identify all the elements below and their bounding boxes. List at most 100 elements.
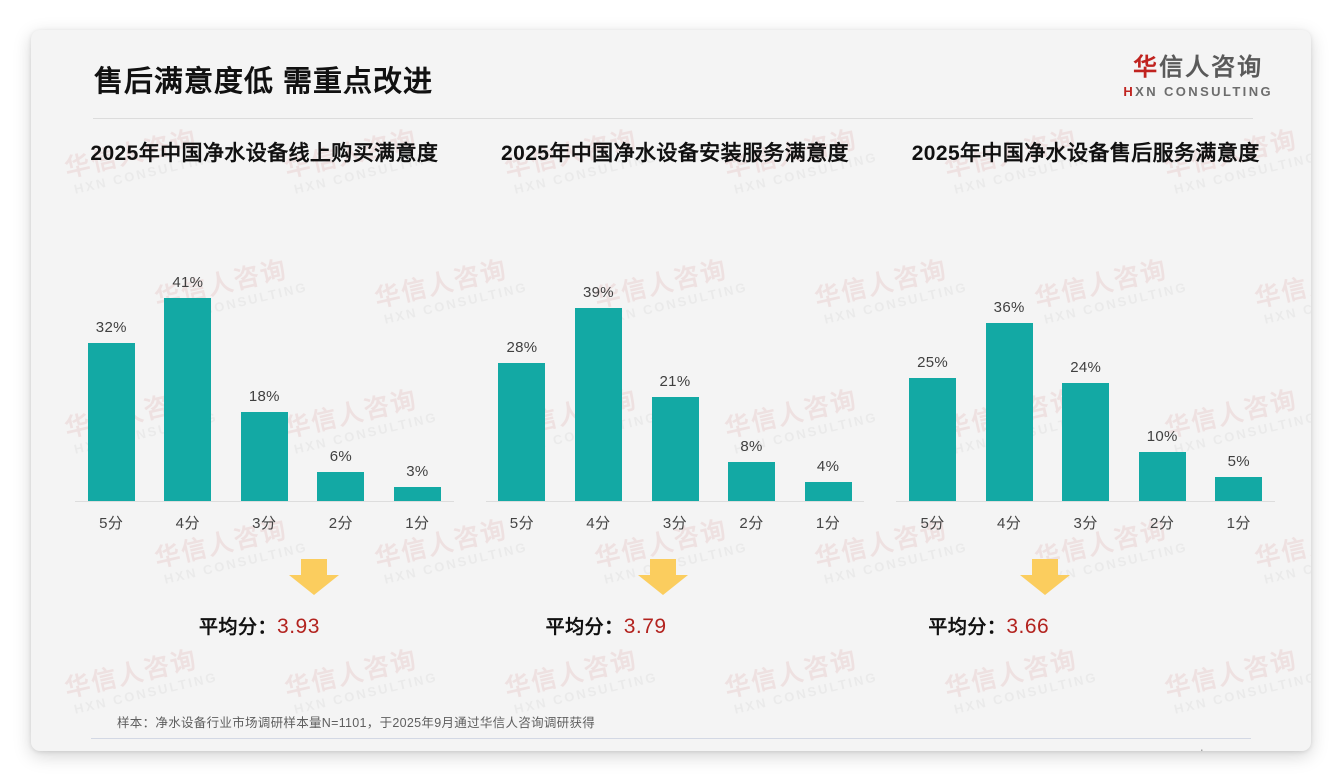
bar-slot: 41% <box>150 244 227 502</box>
bar[interactable] <box>985 323 1033 502</box>
down-arrow-icon <box>287 557 341 597</box>
average-score-label: 平均分： <box>545 617 624 638</box>
down-arrow-icon <box>636 557 690 597</box>
x-axis-labels: 5分 4分 3分 2分 1分 <box>484 512 867 533</box>
average-score-text: 平均分：3.66 <box>928 612 1049 639</box>
average-score-label: 平均分： <box>199 617 278 638</box>
bar[interactable] <box>317 472 365 502</box>
x-axis-tick-label: 3分 <box>252 515 277 532</box>
average-score-value: 3.79 <box>623 615 667 638</box>
bar-slot: 39% <box>560 244 637 502</box>
bar-value-label: 5% <box>1227 453 1250 470</box>
logo-cn-highlight: 华 <box>1133 54 1160 81</box>
chart-plot-area: 25% 36% 24% 10% 5% <box>894 244 1277 502</box>
bar-value-label: 39% <box>583 284 614 301</box>
bar[interactable] <box>498 363 546 502</box>
x-axis-tick-label: 4分 <box>996 515 1022 532</box>
bar[interactable] <box>164 298 212 502</box>
x-axis-tick-label: 2分 <box>328 515 354 532</box>
bar-slot: 6% <box>303 244 380 502</box>
logo-en-highlight: H <box>1123 83 1136 99</box>
watermark-en: HXN CONSULTING <box>72 669 220 717</box>
x-axis-tick-label: 1分 <box>815 515 841 532</box>
bar[interactable] <box>1215 477 1263 502</box>
bar[interactable] <box>240 412 288 502</box>
bar-value-label: 3% <box>406 463 429 480</box>
bar[interactable] <box>651 397 699 502</box>
bar-slot: 18% <box>226 244 303 502</box>
bar-slot: 25% <box>894 244 971 502</box>
x-axis-tick-label: 4分 <box>175 515 200 532</box>
bar-value-label: 21% <box>659 373 691 390</box>
bar-value-label: 25% <box>917 354 949 371</box>
x-axis-tick-label: 5分 <box>99 515 124 532</box>
bar[interactable] <box>728 462 776 502</box>
x-axis-tick-label: 3分 <box>662 515 688 532</box>
x-axis-tick-label: 4分 <box>586 515 611 532</box>
bar[interactable] <box>909 378 957 502</box>
chart-plot-area: 32% 41% 18% 6% 3% <box>73 244 456 502</box>
average-score-text: 平均分：3.79 <box>546 612 667 639</box>
x-axis-line <box>896 501 1276 502</box>
bar[interactable] <box>804 482 852 502</box>
chart-title: 2025年中国净水设备售后服务满意度 <box>911 142 1260 165</box>
bar[interactable] <box>1062 383 1110 502</box>
bar-slot: 3% <box>379 244 456 502</box>
bar-slot: 32% <box>73 244 150 502</box>
x-axis-line <box>485 501 865 502</box>
charts-row: 2025年中国净水设备线上购买满意度 32% 41% 18% 6% 3% 5分 4分 3分 2分 1… <box>59 140 1291 640</box>
footer-divider <box>91 738 1251 739</box>
watermark-en: HXN CONSULTING <box>292 669 440 717</box>
bar-group: 28% 39% 21% 8% 4% <box>484 244 867 502</box>
bar[interactable] <box>393 487 441 502</box>
logo-english-text: HXN CONSULTING <box>1123 84 1273 99</box>
bar-slot: 28% <box>484 244 561 502</box>
bar-slot: 24% <box>1047 244 1124 502</box>
watermark-en: HXN CONSULTING <box>732 669 880 717</box>
watermark-en: HXN CONSULTING <box>952 669 1100 717</box>
bar[interactable] <box>574 308 622 502</box>
chart-panel-3: 2025年中国净水设备售后服务满意度 25% 36% 24% 10% 5% 5分 4分 3分 2分… <box>880 140 1291 640</box>
bar-group: 32% 41% 18% 6% 3% <box>73 244 456 502</box>
watermark-en: HXN CONSULTING <box>1172 669 1311 717</box>
bar-value-label: 18% <box>248 388 280 405</box>
x-axis-tick-label: 5分 <box>920 515 945 532</box>
bar[interactable] <box>87 343 135 502</box>
website-url[interactable]: www.hxrcon.com <box>1171 748 1265 751</box>
bar-value-label: 36% <box>993 299 1025 316</box>
average-score-value: 3.93 <box>277 615 320 638</box>
chart-plot-area: 28% 39% 21% 8% 4% <box>484 244 867 502</box>
logo-chinese-text: 华信人咨询 <box>1123 54 1273 82</box>
x-axis-line <box>75 501 454 502</box>
average-annotation: 平均分：3.93 <box>73 557 456 647</box>
bar-value-label: 41% <box>172 274 204 291</box>
bar-value-label: 32% <box>95 319 127 336</box>
average-annotation: 平均分：3.66 <box>894 557 1277 647</box>
x-axis-labels: 5分 4分 3分 2分 1分 <box>73 512 456 533</box>
bar-value-label: 6% <box>329 448 352 465</box>
x-axis-tick-label: 3分 <box>1073 515 1098 532</box>
copyright-text: ©2025.11 HXR华信人咨询 <box>103 748 249 751</box>
bar-value-label: 4% <box>816 458 840 475</box>
bar-slot: 5% <box>1200 244 1277 502</box>
logo-cn-rest: 信人咨询 <box>1159 54 1264 81</box>
average-score-text: 平均分：3.93 <box>199 612 320 639</box>
down-arrow-icon <box>1018 557 1072 597</box>
slide-canvas: 华信人咨询 HXN CONSULTING 华信人咨询 HXN CONSULTING 华信… <box>31 30 1311 751</box>
bar[interactable] <box>1138 452 1186 502</box>
bar-value-label: 10% <box>1146 428 1178 445</box>
logo-en-rest: XN CONSULTING <box>1135 83 1273 99</box>
sample-footnote: 样本：净水设备行业市场调研样本量N=1101，于2025年9月通过华信人咨询调研… <box>117 716 596 730</box>
average-score-value: 3.66 <box>1006 615 1050 638</box>
bar-slot: 4% <box>790 244 867 502</box>
bar-value-label: 28% <box>506 339 538 356</box>
x-axis-tick-label: 2分 <box>739 515 764 532</box>
chart-panel-1: 2025年中国净水设备线上购买满意度 32% 41% 18% 6% 3% 5分 4分 3分 2分 1… <box>59 140 470 640</box>
slide-header: 售后满意度低 需重点改进 华信人咨询 HXN CONSULTING <box>31 30 1311 118</box>
x-axis-labels: 5分 4分 3分 2分 1分 <box>894 512 1277 533</box>
average-score-label: 平均分： <box>928 617 1007 638</box>
